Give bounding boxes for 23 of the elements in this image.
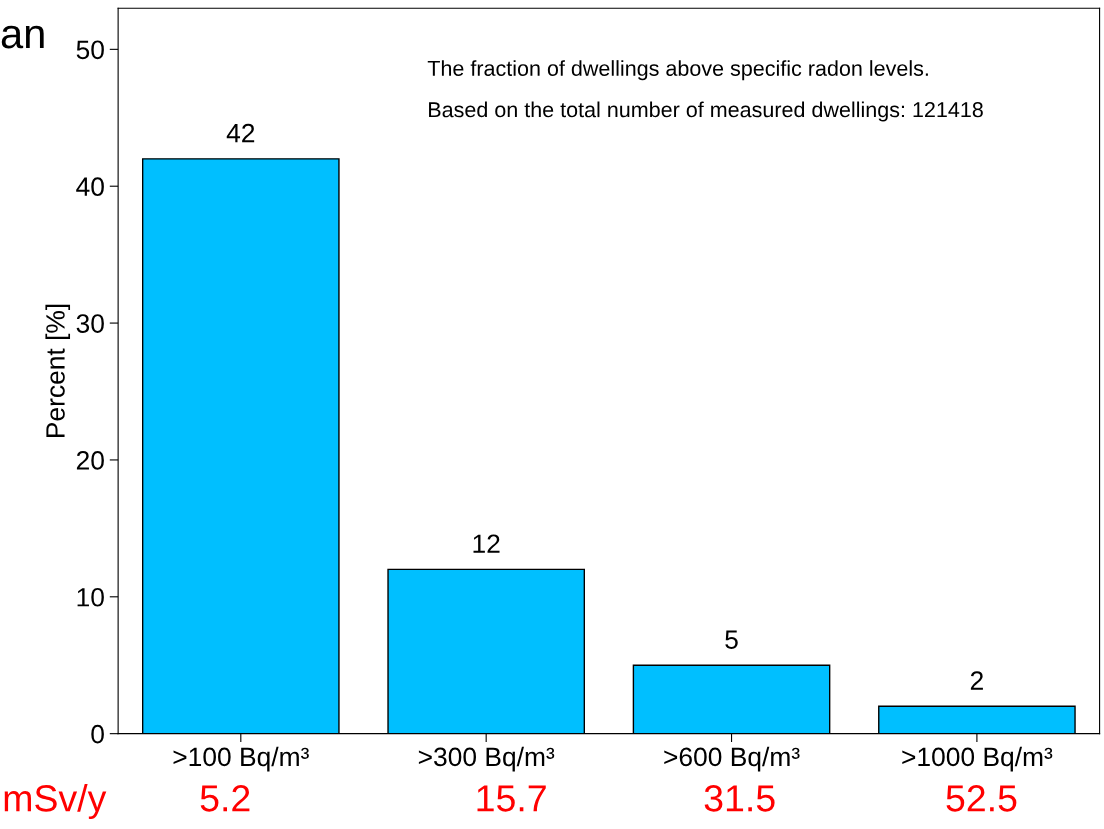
text: an xyxy=(1,25,44,49)
annotation: The fraction of dwellings above specific radon levels. xyxy=(427,60,928,81)
x-tick-label: >300 Bq/m³ xyxy=(418,746,555,772)
y-tick-label: 0 xyxy=(91,724,104,744)
data-label: 12 xyxy=(473,534,500,553)
data-label: 42 xyxy=(226,123,255,143)
y-tick-label: 30 xyxy=(76,314,104,333)
x-tick-label: >1000 Bq/m³ xyxy=(902,746,1053,772)
y-tick-label: 40 xyxy=(76,177,104,197)
data-label: 2 xyxy=(970,671,983,690)
data-label: 5 xyxy=(725,630,738,649)
x-tick-label: >600 Bq/m³ xyxy=(664,746,800,772)
y-axis-title: Percent [%] xyxy=(45,304,71,438)
x-tick-label: >100 Bq/m³ xyxy=(173,746,309,772)
y-tick-label: 20 xyxy=(76,451,104,470)
y-tick-label: 10 xyxy=(77,587,104,607)
y-tick-label: 50 xyxy=(76,40,104,60)
text: 52.5 xyxy=(946,785,1017,812)
text: mSv/y xyxy=(4,784,107,820)
annotation: Based on the total number of measured dwellings: 121418 xyxy=(429,101,983,122)
text: 31.5 xyxy=(704,785,775,812)
text: 15.7 xyxy=(477,785,546,812)
text: 5.2 xyxy=(200,785,250,812)
